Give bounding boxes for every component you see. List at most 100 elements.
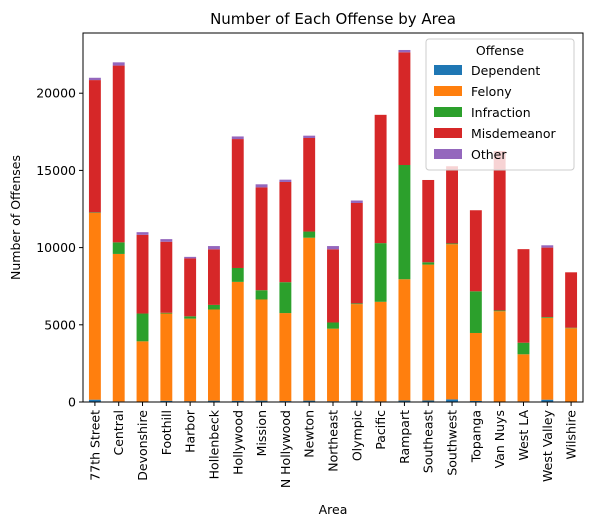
y-tick-label: 5000: [44, 317, 76, 332]
bar-misdemeanor-foothill: [160, 241, 173, 313]
bar-felony-southwest: [446, 244, 458, 400]
bar-other-77th-street: [88, 77, 101, 81]
x-axis: 77th Street Central Devonshire Foothill Harb…: [87, 402, 579, 488]
bar-dependent-newton: [303, 400, 316, 402]
bar-infraction-west-la: [517, 342, 530, 355]
bar-misdemeanor-van-nuys: [493, 151, 506, 311]
legend-label-other: Other: [471, 147, 507, 162]
legend-box: [425, 38, 575, 171]
bar-infraction-southwest: [446, 243, 458, 245]
x-tick-label: Pacific: [373, 410, 388, 450]
x-tick-label: Olympic: [349, 410, 364, 461]
bar-misdemeanor-harbor: [184, 258, 197, 317]
bar-misdemeanor-hollywood: [231, 139, 244, 268]
bar-misdemeanor-west-valley: [541, 247, 554, 318]
bar-dependent-foothill: [160, 400, 173, 402]
bar-infraction-pacific: [374, 243, 387, 302]
bar-infraction-southeast: [422, 262, 435, 265]
bar-other-n-hollywood: [279, 179, 292, 182]
x-tick-label: Van Nuys: [492, 410, 507, 468]
bar-dependent-olympic: [350, 400, 363, 402]
bar-layer: [88, 49, 578, 402]
y-axis: 0 5000 10000 15000 20000: [36, 86, 83, 410]
x-tick-label: Wilshire: [564, 410, 579, 460]
bar-felony-harbor: [184, 318, 197, 402]
x-tick-label: West Valley: [540, 409, 555, 482]
bar-other-mission: [255, 184, 268, 188]
x-tick-label: Central: [111, 410, 126, 456]
y-tick-label: 15000: [36, 163, 76, 178]
x-tick-label: Southwest: [445, 410, 460, 476]
bar-felony-foothill: [160, 313, 173, 401]
bar-felony-hollywood: [231, 281, 244, 401]
bar-misdemeanor-n-hollywood: [279, 181, 292, 283]
bar-dependent-west-valley: [541, 399, 554, 402]
bar-felony-west-valley: [541, 317, 554, 400]
bar-felony-olympic: [350, 304, 363, 401]
legend-title: Offense: [476, 43, 525, 58]
x-tick-label: Devonshire: [135, 410, 150, 481]
bar-other-harbor: [184, 256, 197, 259]
bar-other-rampart: [398, 49, 411, 53]
y-tick-label: 10000: [36, 240, 76, 255]
bar-other-olympic: [350, 200, 363, 203]
bar-other-northeast: [327, 246, 339, 250]
x-tick-label: N Hollywood: [278, 410, 293, 488]
x-tick-label: Rampart: [397, 410, 412, 464]
bar-felony-central: [112, 253, 125, 402]
bar-infraction-n-hollywood: [279, 282, 292, 314]
bar-misdemeanor-west-la: [517, 249, 530, 343]
legend-label-misdemeanor: Misdemeanor: [471, 126, 556, 141]
bar-felony-n-hollywood: [279, 313, 292, 402]
legend-swatch-misdemeanor: [434, 128, 462, 138]
bar-misdemeanor-rampart: [398, 52, 411, 166]
bar-other-west-valley: [541, 245, 554, 248]
bar-felony-west-la: [517, 354, 530, 402]
y-axis-title: Number of Offenses: [8, 155, 23, 280]
bar-infraction-northeast: [327, 322, 339, 329]
bar-misdemeanor-pacific: [374, 114, 387, 244]
bar-dependent-hollenbeck: [208, 400, 220, 402]
chart-title: Number of Each Offense by Area: [210, 10, 456, 28]
legend-swatch-infraction: [434, 107, 462, 117]
bar-other-foothill: [160, 239, 173, 242]
x-tick-label: Newton: [302, 410, 317, 458]
x-tick-label: Harbor: [183, 409, 198, 453]
bar-dependent-southwest: [446, 399, 458, 402]
bar-infraction-west-valley: [541, 317, 554, 318]
bar-dependent-hollywood: [231, 400, 244, 402]
bar-misdemeanor-wilshire: [565, 272, 578, 328]
bar-felony-northeast: [327, 328, 339, 402]
bar-misdemeanor-77th-street: [88, 80, 101, 213]
bar-misdemeanor-topanga: [469, 210, 482, 292]
legend-swatch-other: [434, 149, 462, 159]
x-tick-label: West LA: [516, 410, 531, 461]
bar-infraction-devonshire: [136, 313, 149, 342]
x-tick-label: Topanga: [468, 410, 483, 463]
x-tick-label: Mission: [254, 410, 269, 456]
legend-label-dependent: Dependent: [471, 63, 540, 78]
x-tick-label: Southeast: [421, 410, 436, 473]
bar-other-hollywood: [231, 136, 244, 140]
y-tick-label: 20000: [36, 86, 76, 101]
bar-infraction-hollywood: [231, 267, 244, 282]
bar-other-newton: [303, 135, 316, 138]
bar-misdemeanor-newton: [303, 137, 316, 232]
bar-infraction-mission: [255, 290, 268, 300]
bar-felony-newton: [303, 237, 316, 401]
bar-misdemeanor-southeast: [422, 179, 435, 263]
bar-felony-hollenbeck: [208, 309, 220, 401]
legend-label-infraction: Infraction: [471, 105, 531, 120]
bar-felony-pacific: [374, 301, 387, 402]
bar-felony-mission: [255, 299, 268, 401]
bar-infraction-rampart: [398, 165, 411, 280]
bar-misdemeanor-olympic: [350, 202, 363, 304]
bar-misdemeanor-northeast: [327, 249, 339, 323]
x-tick-label: Northeast: [326, 410, 341, 472]
bar-misdemeanor-southwest: [446, 166, 458, 244]
bar-infraction-hollenbeck: [208, 304, 220, 310]
plot-frame: [82, 32, 584, 403]
bar-infraction-harbor: [184, 316, 197, 319]
bar-felony-van-nuys: [493, 311, 506, 402]
